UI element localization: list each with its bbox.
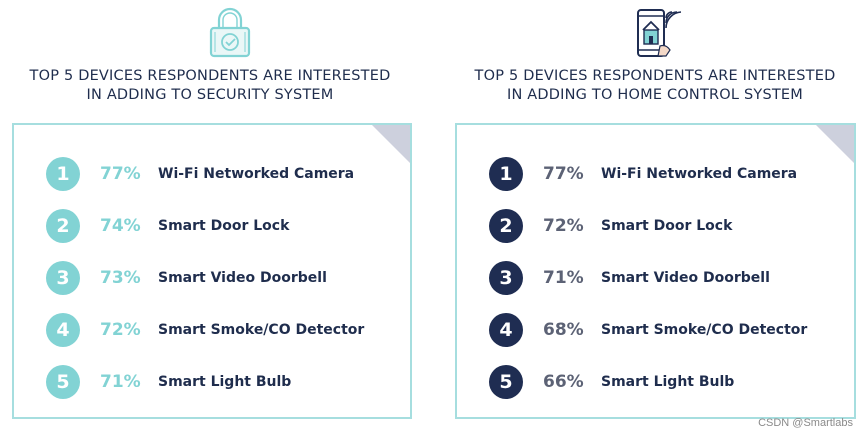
rank-badge: 4: [489, 313, 523, 347]
list-item: 5 71% Smart Light Bulb: [46, 356, 400, 408]
device-name: Smart Video Doorbell: [158, 270, 327, 286]
watermark: CSDN @Smartlabs: [758, 417, 853, 429]
list-item: 4 72% Smart Smoke/CO Detector: [46, 304, 400, 356]
security-title-line1: TOP 5 DEVICES RESPONDENTS ARE INTERESTED: [29, 68, 391, 84]
device-name: Smart Smoke/CO Detector: [158, 322, 365, 338]
list-item: 3 73% Smart Video Doorbell: [46, 252, 400, 304]
rank-percent: 71%: [543, 268, 584, 288]
device-name: Smart Light Bulb: [601, 374, 735, 390]
security-panel-title: TOP 5 DEVICES RESPONDENTS ARE INTERESTED…: [0, 67, 420, 105]
device-name: Wi-Fi Networked Camera: [158, 166, 355, 182]
home-control-title-line1: TOP 5 DEVICES RESPONDENTS ARE INTERESTED: [474, 68, 836, 84]
device-name: Smart Door Lock: [158, 218, 290, 234]
home-control-panel-title: TOP 5 DEVICES RESPONDENTS ARE INTERESTED…: [445, 67, 865, 105]
list-item: 4 68% Smart Smoke/CO Detector: [489, 304, 844, 356]
rank-percent: 77%: [100, 164, 141, 184]
security-ranking-card: 1 77% Wi-Fi Networked Camera 2 74% Smart…: [12, 123, 412, 419]
home-control-panel: TOP 5 DEVICES RESPONDENTS ARE INTERESTED…: [445, 0, 865, 435]
list-item: 3 71% Smart Video Doorbell: [489, 252, 844, 304]
rank-percent: 66%: [543, 372, 584, 392]
rank-percent: 74%: [100, 216, 141, 236]
rank-percent: 73%: [100, 268, 141, 288]
rank-percent: 72%: [543, 216, 584, 236]
rank-badge: 3: [46, 261, 80, 295]
security-ranking-list: 1 77% Wi-Fi Networked Camera 2 74% Smart…: [46, 148, 400, 408]
home-control-ranking-list: 1 77% Wi-Fi Networked Camera 2 72% Smart…: [489, 148, 844, 408]
home-control-ranking-card: 1 77% Wi-Fi Networked Camera 2 72% Smart…: [455, 123, 856, 419]
device-name: Smart Door Lock: [601, 218, 733, 234]
page-corner-fold: [814, 125, 854, 165]
rank-badge: 5: [489, 365, 523, 399]
rank-badge: 1: [46, 157, 80, 191]
rank-badge: 5: [46, 365, 80, 399]
security-panel: TOP 5 DEVICES RESPONDENTS ARE INTERESTED…: [0, 0, 420, 435]
list-item: 1 77% Wi-Fi Networked Camera: [489, 148, 844, 200]
device-name: Smart Light Bulb: [158, 374, 292, 390]
security-title-line2: IN ADDING TO SECURITY SYSTEM: [86, 87, 334, 103]
device-name: Smart Video Doorbell: [601, 270, 770, 286]
rank-percent: 71%: [100, 372, 141, 392]
list-item: 5 66% Smart Light Bulb: [489, 356, 844, 408]
rank-badge: 2: [46, 209, 80, 243]
rank-badge: 3: [489, 261, 523, 295]
smartphone-home-wifi-icon: [632, 6, 682, 58]
device-name: Smart Smoke/CO Detector: [601, 322, 808, 338]
list-item: 2 74% Smart Door Lock: [46, 200, 400, 252]
page-corner-fold: [370, 125, 410, 165]
home-control-title-line2: IN ADDING TO HOME CONTROL SYSTEM: [506, 87, 804, 103]
rank-percent: 68%: [543, 320, 584, 340]
list-item: 2 72% Smart Door Lock: [489, 200, 844, 252]
list-item: 1 77% Wi-Fi Networked Camera: [46, 148, 400, 200]
padlock-check-icon: [205, 6, 255, 58]
rank-badge: 2: [489, 209, 523, 243]
rank-badge: 1: [489, 157, 523, 191]
rank-percent: 72%: [100, 320, 141, 340]
rank-badge: 4: [46, 313, 80, 347]
rank-percent: 77%: [543, 164, 584, 184]
device-name: Wi-Fi Networked Camera: [601, 166, 798, 182]
